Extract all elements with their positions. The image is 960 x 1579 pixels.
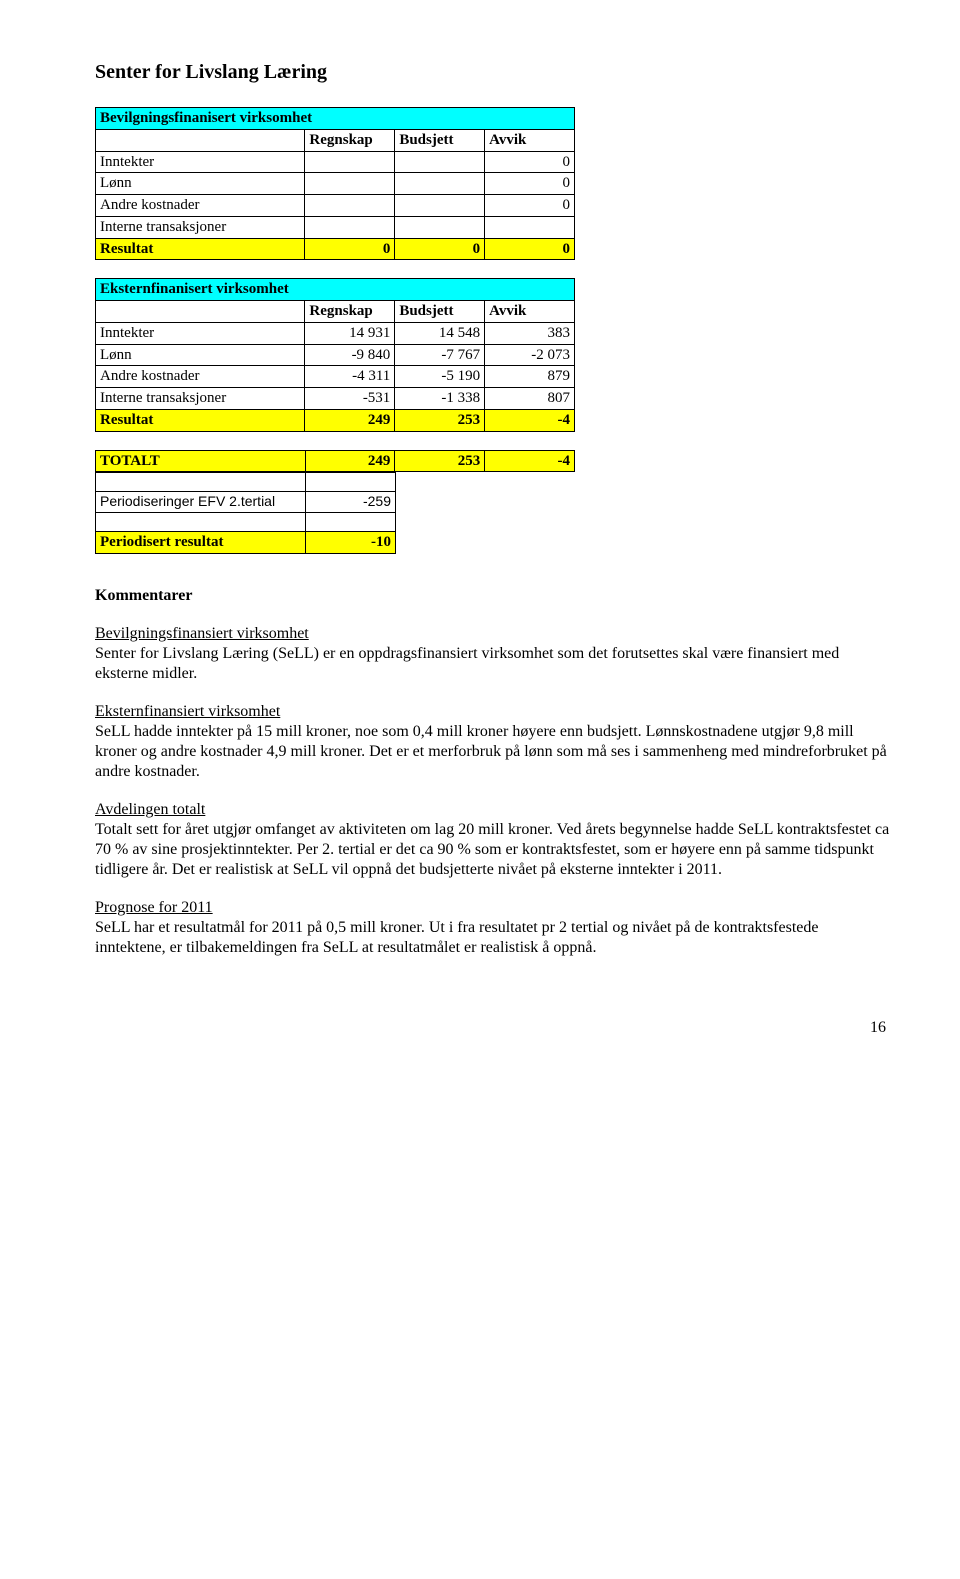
page-title: Senter for Livslang Læring xyxy=(95,60,892,85)
section-title: Avdelingen totalt xyxy=(95,801,205,818)
totalt-label: TOTALT xyxy=(96,450,306,472)
section-title: Prognose for 2011 xyxy=(95,899,213,916)
cell xyxy=(305,195,395,217)
cell: 14 548 xyxy=(395,322,485,344)
cell xyxy=(395,216,485,238)
table-row: Interne transaksjoner xyxy=(96,216,575,238)
section-body: Senter for Livslang Læring (SeLL) er en … xyxy=(95,645,839,682)
section-prognose: Prognose for 2011 SeLL har et resultatmå… xyxy=(95,898,892,958)
col-regnskap: Regnskap xyxy=(305,129,395,151)
row-label: Andre kostnader xyxy=(96,366,305,388)
efv-label: Periodiseringer EFV 2.tertial xyxy=(96,492,306,513)
cell xyxy=(395,195,485,217)
table1-header: Bevilgningsfinanisert virksomhet xyxy=(96,108,575,130)
cell: 14 931 xyxy=(305,322,395,344)
table-periodisering: Periodiseringer EFV 2.tertial -259 Perio… xyxy=(95,472,396,553)
row-label: Interne transaksjoner xyxy=(96,216,305,238)
cell: -4 xyxy=(485,450,575,472)
cell: 0 xyxy=(485,151,575,173)
cell: 0 xyxy=(395,238,485,260)
col-avvik: Avvik xyxy=(485,301,575,323)
section-avdeling: Avdelingen totalt Totalt sett for året u… xyxy=(95,800,892,880)
cell: 807 xyxy=(485,388,575,410)
table-row: Andre kostnader -4 311 -5 190 879 xyxy=(96,366,575,388)
table-bevilgning: Bevilgningsfinanisert virksomhet Regnska… xyxy=(95,107,575,260)
cell: -7 767 xyxy=(395,344,485,366)
section-body: SeLL har et resultatmål for 2011 på 0,5 … xyxy=(95,919,818,956)
row-label: Lønn xyxy=(96,344,305,366)
section-ekstern: Eksternfinansiert virksomhet SeLL hadde … xyxy=(95,702,892,782)
kommentarer-heading: Kommentarer xyxy=(95,586,892,606)
cell: -1 338 xyxy=(395,388,485,410)
cell xyxy=(305,173,395,195)
blank-cell xyxy=(306,512,396,531)
blank-header xyxy=(96,129,305,151)
result-label: Resultat xyxy=(96,238,305,260)
section-bevilgning: Bevilgningsfinansiert virksomhet Senter … xyxy=(95,624,892,684)
cell: -5 190 xyxy=(395,366,485,388)
cell xyxy=(485,216,575,238)
cell: -9 840 xyxy=(305,344,395,366)
periodisert-value: -10 xyxy=(306,531,396,553)
result-label: Resultat xyxy=(96,409,305,431)
section-body: SeLL hadde inntekter på 15 mill kroner, … xyxy=(95,723,887,780)
col-budsjett: Budsjett xyxy=(395,301,485,323)
blank-cell xyxy=(306,473,396,492)
cell: 0 xyxy=(485,173,575,195)
cell: -4 xyxy=(485,409,575,431)
cell: 253 xyxy=(395,450,485,472)
table-row: Lønn 0 xyxy=(96,173,575,195)
col-budsjett: Budsjett xyxy=(395,129,485,151)
table-ekstern: Eksternfinanisert virksomhet Regnskap Bu… xyxy=(95,278,575,431)
table2-header: Eksternfinanisert virksomhet xyxy=(96,279,575,301)
result-row: Resultat 0 0 0 xyxy=(96,238,575,260)
cell: 249 xyxy=(305,450,395,472)
cell: 0 xyxy=(485,195,575,217)
row-label: Andre kostnader xyxy=(96,195,305,217)
cell xyxy=(305,216,395,238)
cell xyxy=(395,151,485,173)
row-label: Inntekter xyxy=(96,151,305,173)
blank-cell xyxy=(96,512,306,531)
cell: 879 xyxy=(485,366,575,388)
blank-header xyxy=(96,301,305,323)
cell: -4 311 xyxy=(305,366,395,388)
efv-value: -259 xyxy=(306,492,396,513)
cell: -2 073 xyxy=(485,344,575,366)
cell: -531 xyxy=(305,388,395,410)
section-body: Totalt sett for året utgjør omfanget av … xyxy=(95,821,889,878)
periodisert-label: Periodisert resultat xyxy=(96,531,306,553)
cell: 383 xyxy=(485,322,575,344)
row-label: Lønn xyxy=(96,173,305,195)
blank-cell xyxy=(96,473,306,492)
col-regnskap: Regnskap xyxy=(305,301,395,323)
row-label: Interne transaksjoner xyxy=(96,388,305,410)
col-avvik: Avvik xyxy=(485,129,575,151)
table-row: Interne transaksjoner -531 -1 338 807 xyxy=(96,388,575,410)
result-row: Resultat 249 253 -4 xyxy=(96,409,575,431)
table-totalt: TOTALT 249 253 -4 xyxy=(95,450,575,473)
cell: 0 xyxy=(305,238,395,260)
table-row: Inntekter 0 xyxy=(96,151,575,173)
section-title: Eksternfinansiert virksomhet xyxy=(95,703,280,720)
cell: 253 xyxy=(395,409,485,431)
table-row: Lønn -9 840 -7 767 -2 073 xyxy=(96,344,575,366)
page-number: 16 xyxy=(95,1018,892,1038)
row-label: Inntekter xyxy=(96,322,305,344)
cell xyxy=(305,151,395,173)
cell: 249 xyxy=(305,409,395,431)
cell xyxy=(395,173,485,195)
cell: 0 xyxy=(485,238,575,260)
section-title: Bevilgningsfinansiert virksomhet xyxy=(95,625,309,642)
table-row: Inntekter 14 931 14 548 383 xyxy=(96,322,575,344)
table-row: Andre kostnader 0 xyxy=(96,195,575,217)
